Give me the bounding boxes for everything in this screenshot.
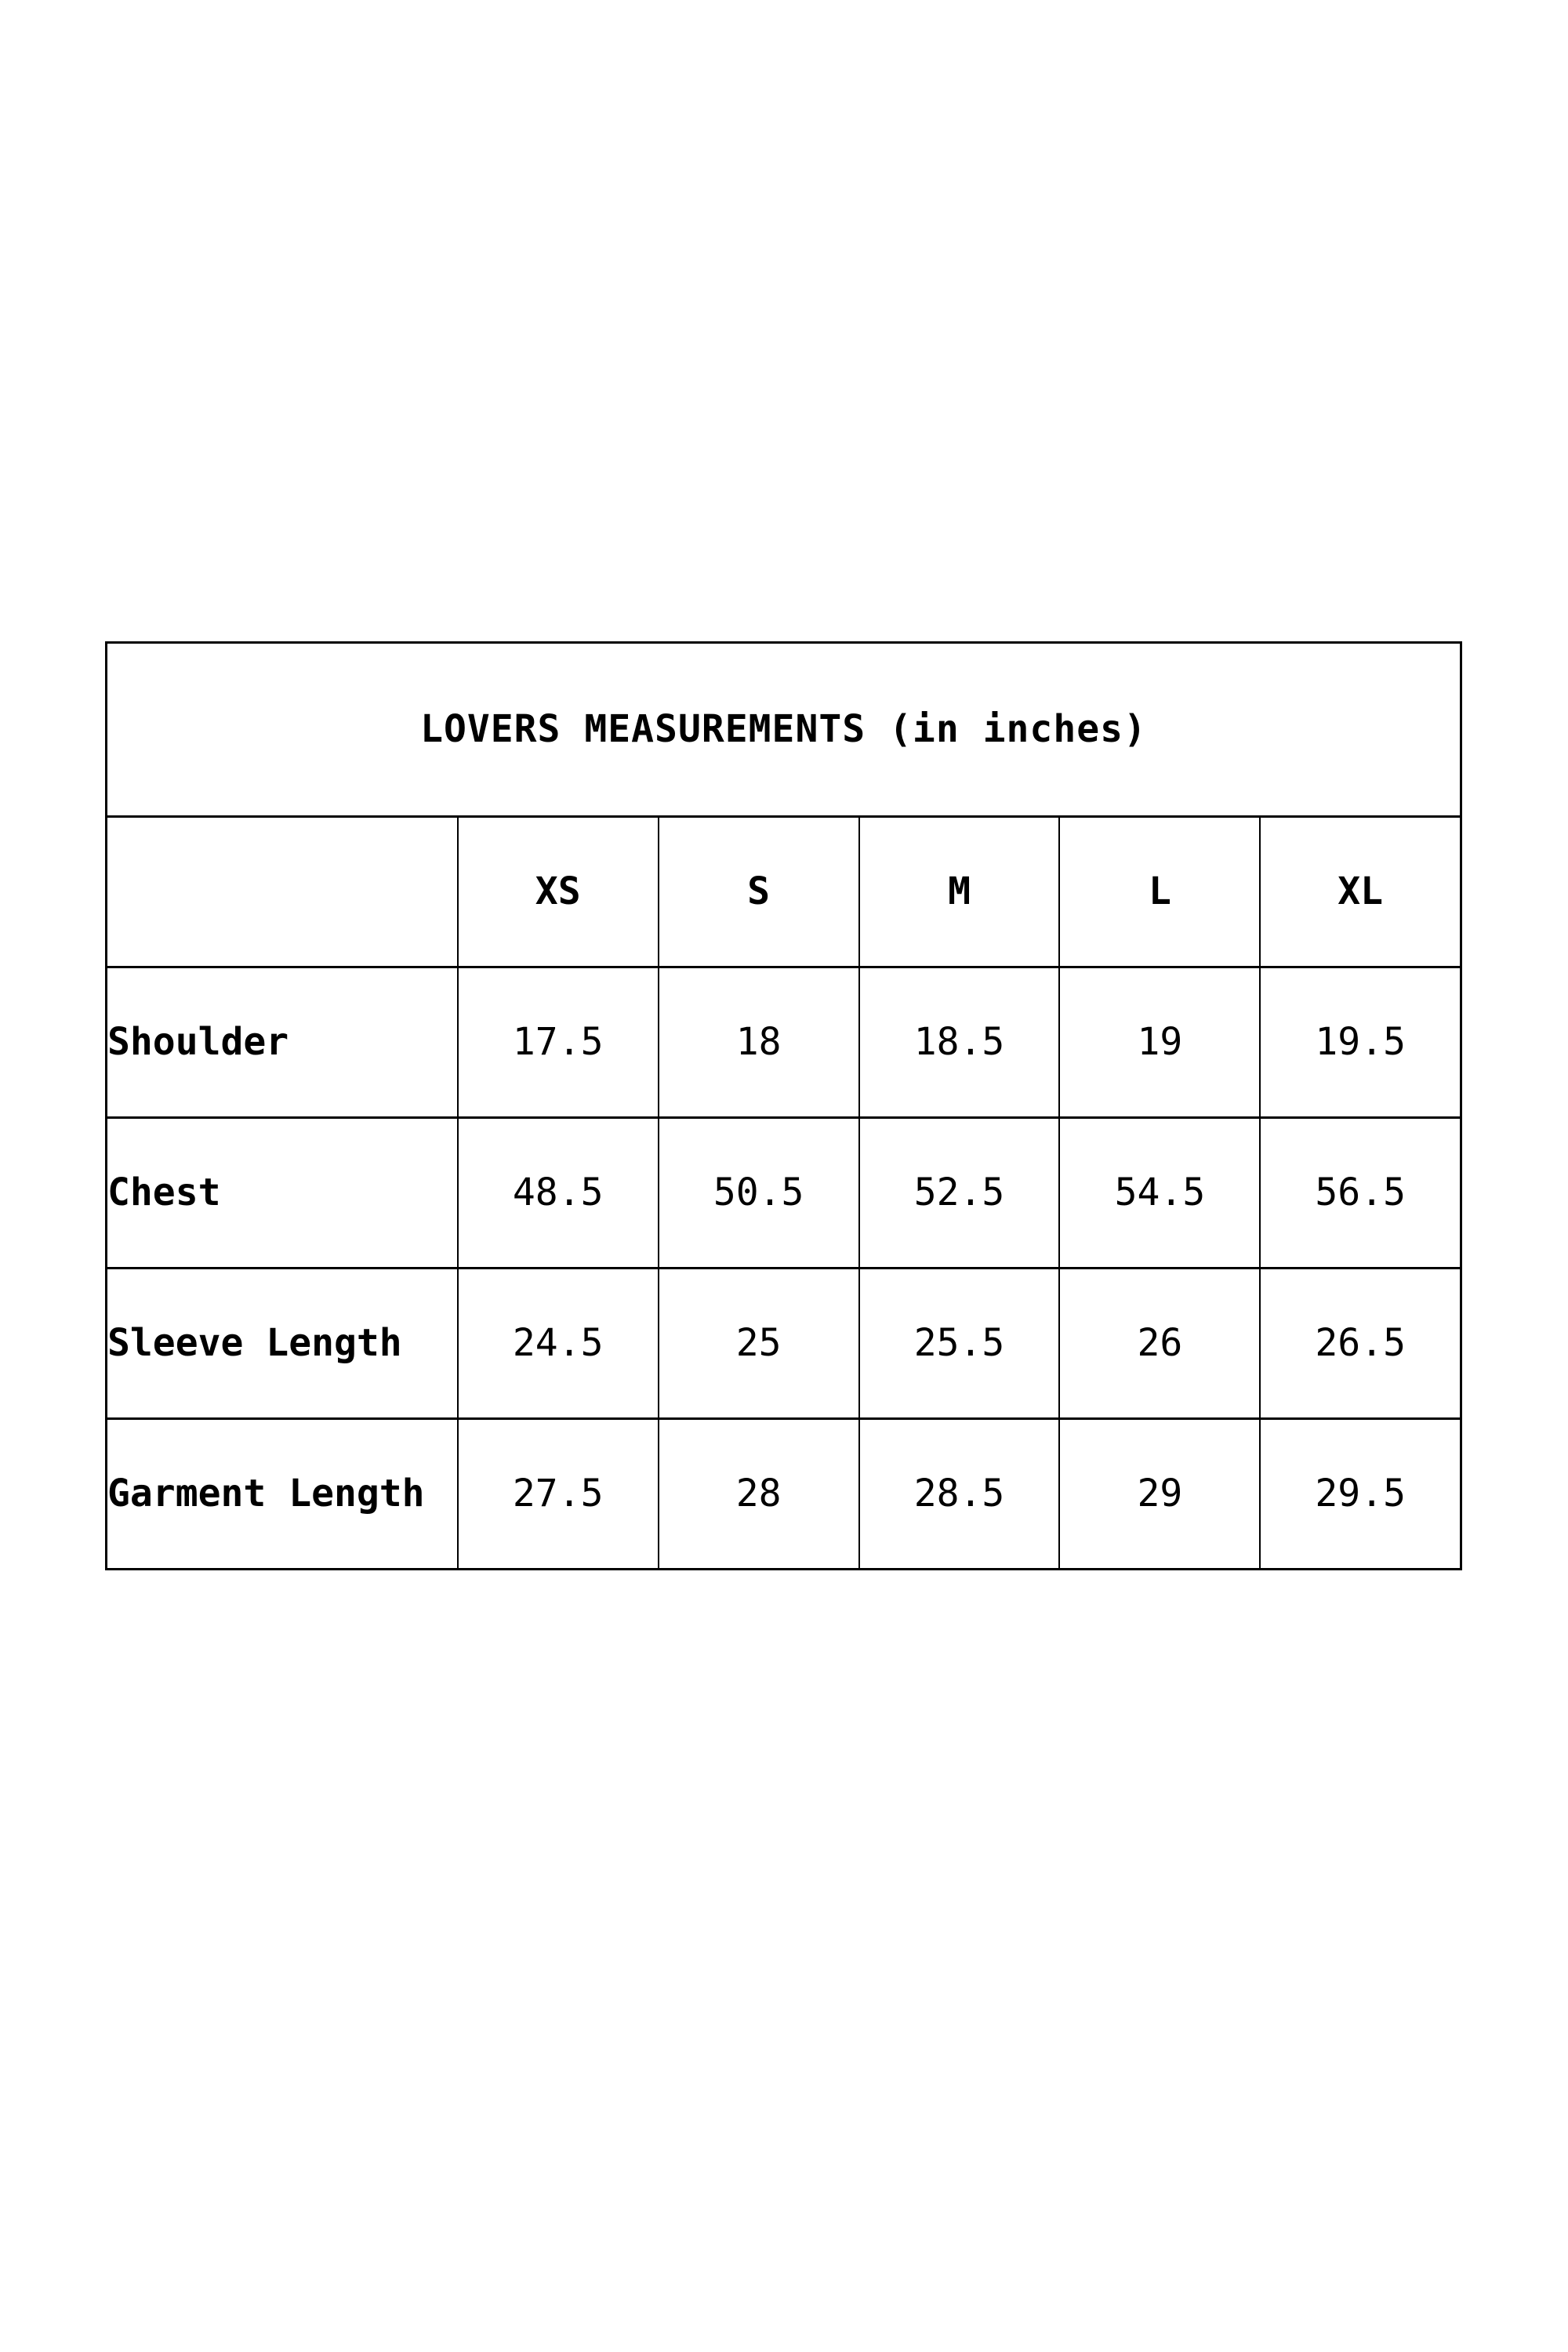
cell-value: 19 (1058, 966, 1261, 1119)
table-row-shoulder: Shoulder 17.5 18 18.5 19 19.5 (105, 966, 1462, 1119)
cell-value: 28.5 (858, 1417, 1061, 1570)
cell-value: 28 (657, 1417, 860, 1570)
row-label-shoulder: Shoulder (105, 966, 459, 1119)
cell-value: 54.5 (1058, 1116, 1261, 1269)
column-header-s: S (657, 815, 860, 968)
table-row-sleeve-length: Sleeve Length 24.5 25 25.5 26 26.5 (105, 1267, 1462, 1420)
cell-value: 56.5 (1259, 1116, 1462, 1269)
cell-value: 17.5 (456, 966, 659, 1119)
cell-value: 26.5 (1259, 1267, 1462, 1420)
cell-value: 25 (657, 1267, 860, 1420)
column-header-xl: XL (1259, 815, 1462, 968)
cell-value: 29 (1058, 1417, 1261, 1570)
column-header-xs: XS (456, 815, 659, 968)
cell-value: 24.5 (456, 1267, 659, 1420)
size-chart: LOVERS MEASUREMENTS (in inches) XS S M L… (105, 641, 1462, 1570)
cell-value: 52.5 (858, 1116, 1061, 1269)
table-title-row: LOVERS MEASUREMENTS (in inches) (105, 641, 1462, 818)
cell-value: 27.5 (456, 1417, 659, 1570)
cell-value: 18.5 (858, 966, 1061, 1119)
cell-value: 50.5 (657, 1116, 860, 1269)
cell-value: 25.5 (858, 1267, 1061, 1420)
row-label-sleeve-length: Sleeve Length (105, 1267, 459, 1420)
column-header-empty (105, 815, 459, 968)
column-header-l: L (1058, 815, 1261, 968)
table-row-chest: Chest 48.5 50.5 52.5 54.5 56.5 (105, 1116, 1462, 1269)
cell-value: 19.5 (1259, 966, 1462, 1119)
cell-value: 29.5 (1259, 1417, 1462, 1570)
column-header-m: M (858, 815, 1061, 968)
table-row-garment-length: Garment Length 27.5 28 28.5 29 29.5 (105, 1417, 1462, 1570)
measurements-table: LOVERS MEASUREMENTS (in inches) XS S M L… (105, 641, 1462, 1570)
table-title: LOVERS MEASUREMENTS (in inches) (105, 641, 1462, 818)
row-label-garment-length: Garment Length (105, 1417, 459, 1570)
cell-value: 26 (1058, 1267, 1261, 1420)
table-header-row: XS S M L XL (105, 815, 1462, 968)
cell-value: 48.5 (456, 1116, 659, 1269)
cell-value: 18 (657, 966, 860, 1119)
row-label-chest: Chest (105, 1116, 459, 1269)
